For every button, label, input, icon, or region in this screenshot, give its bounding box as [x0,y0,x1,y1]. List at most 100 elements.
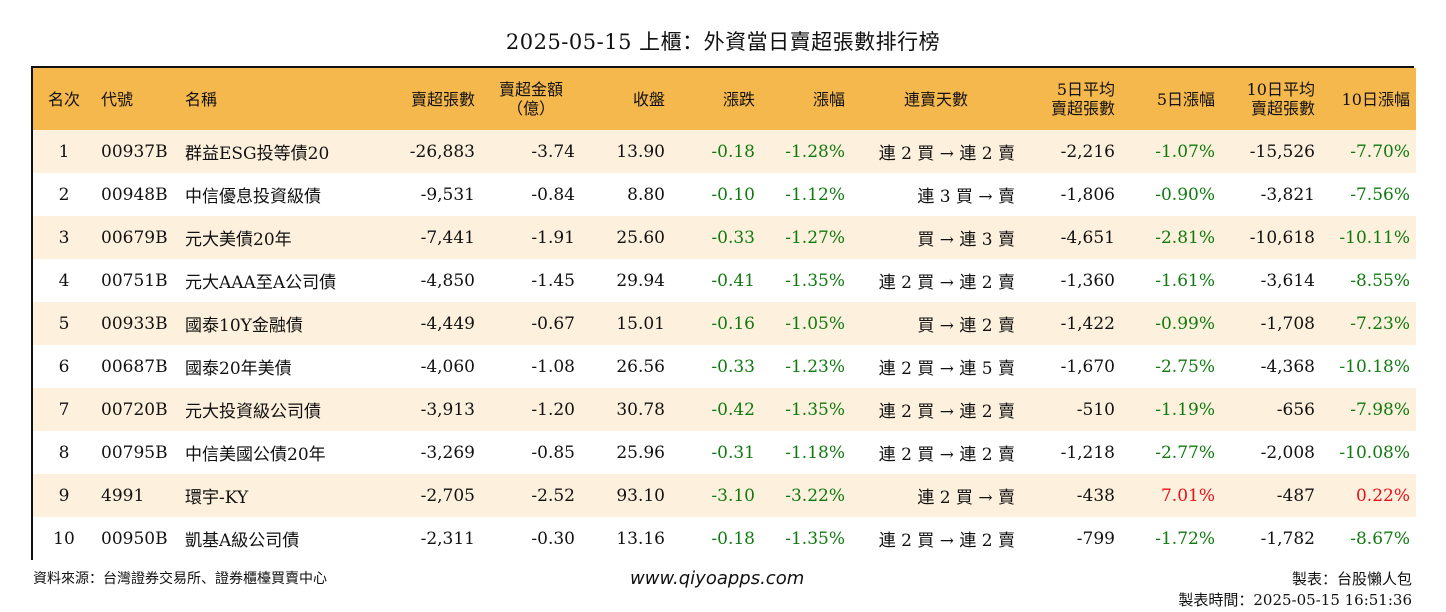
cell-rank: 10 [53,528,75,549]
cell-pct5: 7.01% [1160,485,1215,506]
cell-name: 國泰20年美債 [185,359,292,379]
cell-sell-lots: -3,913 [420,399,475,420]
cell-change-pct: -1.35% [785,399,845,420]
cell-code: 00795B [101,442,168,463]
header-avg5-line1: 5日平均 [1056,80,1115,99]
cell-change: -0.33 [711,356,755,377]
cell-name: 中信美國公債20年 [185,445,326,465]
cell-rank: 6 [58,356,70,377]
table-row: 8 00795B 中信美國公債20年 -3,269 -0.85 25.96 -0… [33,431,1416,474]
cell-code: 00950B [101,528,168,549]
cell-sell-lots: -4,060 [420,356,475,377]
cell-change-pct: -1.12% [785,184,845,205]
cell-pct5: -1.19% [1155,399,1215,420]
cell-close: 26.56 [616,356,665,377]
cell-avg10: -1,708 [1260,313,1315,334]
cell-streak: 買 → 連 3 賣 [917,230,1015,250]
cell-name: 凱基A級公司債 [185,531,300,551]
cell-avg10: -4,368 [1260,356,1315,377]
header-avg10-line2: 賣超張數 [1250,99,1315,118]
table-row: 2 00948B 中信優息投資級債 -9,531 -0.84 8.80 -0.1… [33,173,1416,216]
cell-streak: 連 2 買 → 賣 [917,488,1015,508]
cell-rank: 4 [58,270,70,291]
cell-pct5: -2.81% [1155,227,1215,248]
cell-pct5: -1.61% [1155,270,1215,291]
cell-pct5: -1.72% [1155,528,1215,549]
cell-avg5: -1,806 [1060,184,1115,205]
cell-rank: 8 [58,442,70,463]
cell-change: -0.18 [711,528,755,549]
cell-streak: 連 3 買 → 賣 [917,187,1015,207]
cell-name: 國泰10Y金融債 [185,316,303,336]
cell-close: 93.10 [616,485,665,506]
table-row: 3 00679B 元大美債20年 -7,441 -1.91 25.60 -0.3… [33,216,1416,259]
cell-rank: 2 [58,184,70,205]
cell-change: -0.33 [711,227,755,248]
cell-sell-amount: -1.45 [531,270,575,291]
cell-code: 00751B [101,270,168,291]
header-avg10: 10日平均 賣超張數 [1221,68,1321,130]
cell-avg10: -1,782 [1260,528,1315,549]
cell-code: 00948B [101,184,168,205]
cell-rank: 7 [58,399,70,420]
cell-sell-amount: -3.74 [531,141,575,162]
maker-credit: 製表：台股懶人包 [1291,570,1412,588]
cell-sell-amount: -2.52 [531,485,575,506]
header-name: 名稱 [185,89,218,109]
cell-avg5: -2,216 [1060,141,1115,162]
cell-close: 13.16 [616,528,665,549]
cell-code: 00937B [101,141,168,162]
header-rank: 名次 [47,89,80,109]
cell-change: -0.31 [711,442,755,463]
table-row: 7 00720B 元大投資級公司債 -3,913 -1.20 30.78 -0.… [33,388,1416,431]
cell-change-pct: -1.18% [785,442,845,463]
header-change: 漲跌 [722,89,755,109]
cell-change-pct: -1.27% [785,227,845,248]
cell-streak: 連 2 買 → 連 2 賣 [878,273,1015,293]
cell-change: -3.10 [711,485,755,506]
cell-pct10: -8.67% [1350,528,1410,549]
cell-sell-lots: -3,269 [420,442,475,463]
header-pct5: 5日漲幅 [1156,89,1215,109]
cell-change: -0.18 [711,141,755,162]
cell-sell-lots: -9,531 [420,184,475,205]
cell-sell-amount: -1.91 [531,227,575,248]
cell-pct10: 0.22% [1355,485,1410,506]
header-pct10: 10日漲幅 [1341,89,1410,109]
cell-sell-lots: -2,705 [420,485,475,506]
cell-rank: 5 [58,313,70,334]
cell-avg10: -3,821 [1260,184,1315,205]
cell-close: 30.78 [616,399,665,420]
cell-avg10: -3,614 [1260,270,1315,291]
cell-name: 群益ESG投等債20 [185,144,330,164]
header-avg5-line2: 賣超張數 [1050,99,1115,118]
table-row: 5 00933B 國泰10Y金融債 -4,449 -0.67 15.01 -0.… [33,302,1416,345]
table-row: 9 4991 環宇-KY -2,705 -2.52 93.10 -3.10 -3… [33,474,1416,517]
cell-sell-lots: -26,883 [409,141,475,162]
header-change-pct: 漲幅 [812,89,845,109]
header-avg5: 5日平均 賣超張數 [1021,68,1121,130]
cell-sell-amount: -0.30 [531,528,575,549]
cell-pct5: -0.90% [1155,184,1215,205]
ranking-table: 名次 代號 名稱 賣超張數 賣超金額 （億） 收盤 漲跌 漲幅 連賣天數 5日平… [33,68,1416,560]
cell-avg5: -1,670 [1060,356,1115,377]
cell-pct10: -7.23% [1350,313,1410,334]
cell-streak: 連 2 買 → 連 2 賣 [878,531,1015,551]
cell-close: 8.80 [627,184,665,205]
cell-change: -0.41 [711,270,755,291]
cell-pct10: -10.08% [1339,442,1410,463]
cell-sell-lots: -7,441 [420,227,475,248]
cell-pct5: -1.07% [1155,141,1215,162]
cell-pct10: -10.11% [1339,227,1410,248]
cell-pct10: -8.55% [1350,270,1410,291]
cell-change-pct: -1.28% [785,141,845,162]
cell-rank: 9 [58,485,70,506]
cell-code: 00687B [101,356,168,377]
header-streak: 連賣天數 [903,89,968,109]
header-avg10-line1: 10日平均 [1246,80,1315,99]
cell-name: 元大AAA至A公司債 [185,273,337,293]
header-code: 代號 [101,89,134,109]
website-watermark: www.qiyoapps.com [630,568,805,589]
cell-change-pct: -1.35% [785,270,845,291]
data-source-note: 資料來源：台灣證券交易所、證券櫃檯買賣中心 [33,571,327,587]
